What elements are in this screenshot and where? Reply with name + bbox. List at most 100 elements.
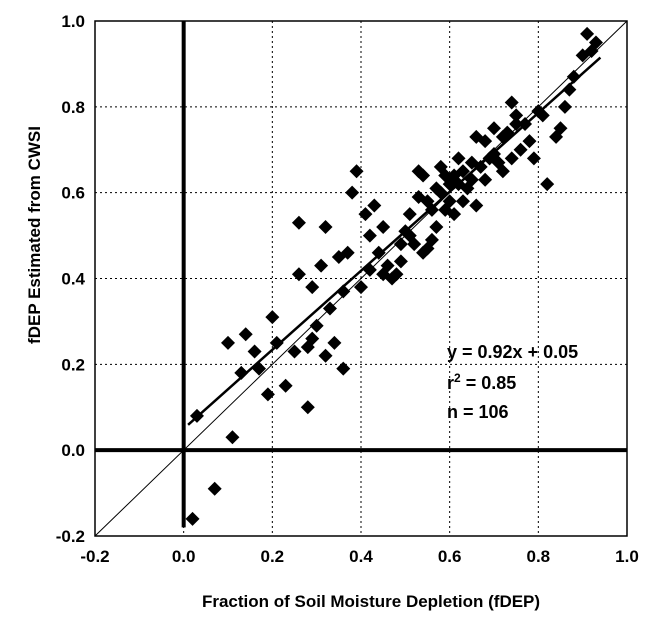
data-point [455, 194, 470, 209]
x-tick-label: -0.2 [80, 547, 109, 566]
x-tick-label: 0.2 [261, 547, 285, 566]
plot-border [94, 20, 628, 537]
data-point [305, 280, 320, 295]
data-point [526, 151, 541, 166]
data-point [367, 198, 382, 213]
x-tick-label: 0.8 [527, 547, 551, 566]
x-tick-label: 1.0 [615, 547, 639, 566]
data-point [354, 280, 368, 295]
plot-frame [94, 20, 628, 537]
data-point [376, 220, 391, 234]
r-squared-label: r2 = 0.85 [447, 371, 516, 393]
n-label: n = 106 [447, 402, 509, 422]
y-tick-label: -0.2 [56, 527, 85, 546]
y-tick-label: 0.8 [61, 98, 85, 117]
data-point [504, 151, 519, 166]
data-point [252, 361, 267, 376]
data-point [207, 481, 222, 496]
data-point [557, 99, 572, 114]
data-point [478, 172, 493, 187]
regression-annotation: y = 0.92x + 0.05 r2 = 0.85 n = 106 [447, 342, 578, 422]
data-point [358, 207, 373, 222]
data-point [322, 301, 337, 316]
data-point [451, 151, 466, 166]
y-axis-title: fDEP Estimated from CWSI [25, 126, 44, 344]
data-point [429, 220, 444, 234]
data-point [540, 177, 555, 192]
y-tick-label: 1.0 [61, 12, 85, 31]
data-point [327, 335, 342, 350]
data-point [509, 117, 524, 131]
data-point [185, 511, 200, 526]
x-axis-title: Fraction of Soil Moisture Depletion (fDE… [202, 592, 540, 611]
data-point [535, 108, 550, 123]
data-point [300, 400, 315, 415]
data-point [225, 430, 240, 445]
data-point [389, 267, 404, 282]
data-point [553, 121, 568, 136]
data-point [433, 159, 448, 174]
data-point [407, 237, 422, 252]
data-point [269, 335, 284, 350]
data-point [504, 95, 519, 110]
data-point [495, 164, 510, 179]
data-point [447, 168, 462, 183]
data-point [247, 344, 262, 359]
data-point [469, 129, 484, 144]
data-point [260, 387, 275, 402]
data-point [278, 378, 293, 393]
data-point [424, 232, 439, 247]
data-point [500, 125, 515, 140]
data-points [185, 26, 603, 526]
data-point [487, 121, 501, 136]
data-point [318, 348, 333, 363]
data-point [469, 198, 484, 213]
data-point [287, 344, 302, 359]
data-point [265, 310, 280, 325]
tick-labels: -0.2 0.0 0.2 0.4 0.6 0.8 1.0 -0.2 0.0 0.2 0.4 0.6 0.… [56, 12, 639, 566]
y-tick-label: 0.2 [61, 355, 85, 374]
data-point [580, 26, 595, 41]
data-point [291, 215, 306, 230]
fit-line [187, 56, 602, 426]
regression-line [187, 56, 602, 426]
data-point [336, 284, 351, 299]
data-point [487, 147, 501, 162]
data-point [429, 181, 444, 196]
data-point [464, 172, 479, 187]
x-tick-label: 0.0 [172, 547, 196, 566]
data-point [411, 189, 426, 204]
data-point [513, 142, 528, 157]
data-point [464, 155, 479, 170]
data-point [371, 245, 386, 260]
data-point [340, 245, 355, 260]
data-point [234, 365, 249, 380]
data-point [349, 164, 364, 179]
data-point [345, 185, 360, 200]
y-tick-label: 0.4 [61, 270, 85, 289]
x-tick-label: 0.6 [438, 547, 462, 566]
data-point [416, 168, 431, 183]
data-point [376, 267, 391, 282]
data-point [562, 82, 577, 97]
reference-line-1-to-1 [94, 20, 628, 537]
data-point [438, 202, 453, 217]
data-point [362, 262, 377, 277]
y-tick-label: 0.6 [61, 184, 85, 203]
data-point [518, 117, 533, 131]
data-point [566, 69, 581, 84]
data-point [238, 327, 253, 342]
data-point [305, 331, 320, 346]
zero-axes [95, 21, 627, 528]
equation-label: y = 0.92x + 0.05 [447, 342, 578, 362]
data-point [291, 267, 306, 282]
data-point [588, 35, 603, 50]
data-point [309, 318, 324, 333]
data-point [189, 408, 204, 423]
data-point [522, 134, 537, 149]
data-point [314, 258, 329, 273]
data-point [402, 207, 417, 222]
data-point [221, 335, 235, 350]
data-point [336, 361, 351, 376]
